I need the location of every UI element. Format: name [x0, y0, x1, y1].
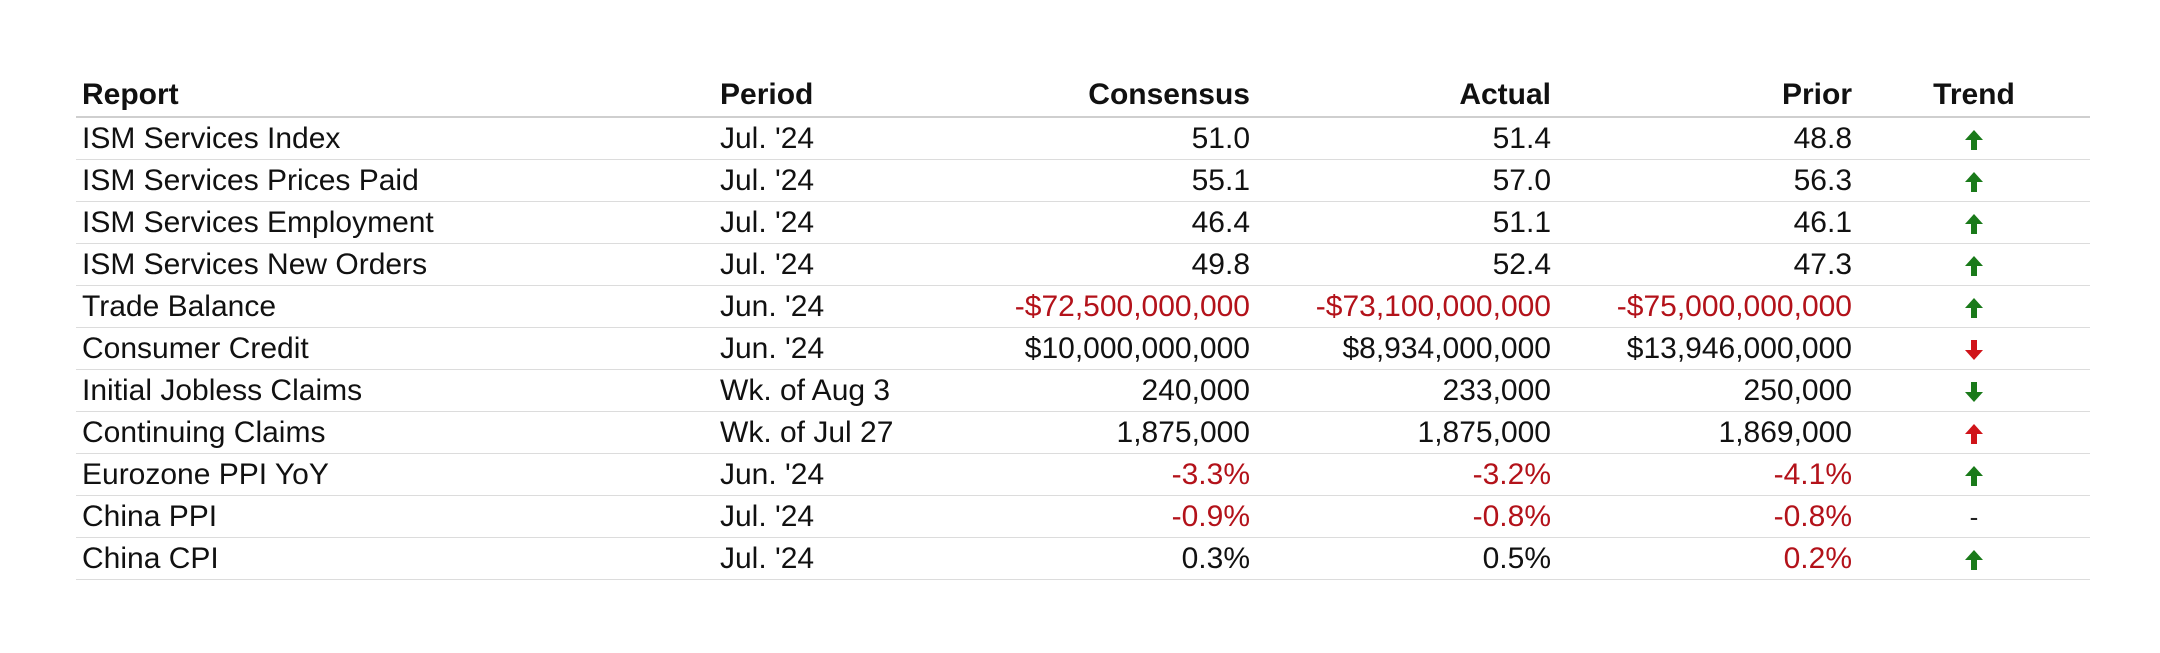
cell-prior: -$75,000,000,000 [1557, 285, 1858, 328]
cell-consensus: 55.1 [950, 159, 1256, 202]
cell-consensus: -3.3% [950, 453, 1256, 496]
table-header-row: Report Period Consensus Actual Prior Tre… [76, 64, 2090, 118]
cell-report: Continuing Claims [76, 411, 714, 454]
table-row: ISM Services Prices Paid Jul. '24 55.1 57.0… [76, 159, 2090, 202]
cell-trend [1858, 369, 2090, 412]
arrow-up-icon [1965, 297, 1983, 318]
cell-prior: 48.8 [1557, 117, 1858, 160]
arrow-up-icon [1965, 549, 1983, 570]
cell-actual: 0.5% [1256, 537, 1557, 580]
column-header-period: Period [714, 64, 950, 118]
column-header-prior: Prior [1557, 64, 1858, 118]
table-row: ISM Services Index Jul. '24 51.0 51.4 48.8 [76, 117, 2090, 160]
cell-actual: -$73,100,000,000 [1256, 285, 1557, 328]
cell-consensus: -$72,500,000,000 [950, 285, 1256, 328]
cell-period: Jul. '24 [714, 495, 950, 538]
cell-trend [1858, 327, 2090, 370]
cell-actual: $8,934,000,000 [1256, 327, 1557, 370]
column-header-actual: Actual [1256, 64, 1557, 118]
cell-prior: 46.1 [1557, 201, 1858, 244]
cell-consensus: 49.8 [950, 243, 1256, 286]
column-header-trend: Trend [1858, 64, 2090, 118]
cell-prior: 1,869,000 [1557, 411, 1858, 454]
arrow-up-icon [1965, 465, 1983, 486]
cell-report: China CPI [76, 537, 714, 580]
cell-prior: 250,000 [1557, 369, 1858, 412]
column-header-report: Report [76, 64, 714, 118]
cell-consensus: -0.9% [950, 495, 1256, 538]
cell-trend [1858, 453, 2090, 496]
cell-report: ISM Services Prices Paid [76, 159, 714, 202]
cell-report: Consumer Credit [76, 327, 714, 370]
cell-actual: 57.0 [1256, 159, 1557, 202]
cell-period: Wk. of Aug 3 [714, 369, 950, 412]
cell-report: Trade Balance [76, 285, 714, 328]
cell-period: Jun. '24 [714, 453, 950, 496]
cell-trend [1858, 159, 2090, 202]
arrow-down-icon [1965, 339, 1983, 360]
table-row: ISM Services New Orders Jul. '24 49.8 52.4 4… [76, 243, 2090, 286]
table-body: ISM Services Index Jul. '24 51.0 51.4 48.8 IS… [76, 117, 2090, 580]
arrow-up-icon [1965, 171, 1983, 192]
cell-prior: 56.3 [1557, 159, 1858, 202]
cell-period: Jul. '24 [714, 159, 950, 202]
arrow-up-icon [1965, 129, 1983, 150]
cell-consensus: $10,000,000,000 [950, 327, 1256, 370]
cell-report: China PPI [76, 495, 714, 538]
arrow-up-icon [1965, 255, 1983, 276]
table-row: China PPI Jul. '24 -0.9% -0.8% -0.8% - [76, 495, 2090, 538]
cell-period: Jul. '24 [714, 117, 950, 160]
cell-period: Jun. '24 [714, 327, 950, 370]
column-header-consensus: Consensus [950, 64, 1256, 118]
table-row: Consumer Credit Jun. '24 $10,000,000,000 $8… [76, 327, 2090, 370]
cell-report: Initial Jobless Claims [76, 369, 714, 412]
cell-trend: - [1858, 495, 2090, 538]
cell-period: Jul. '24 [714, 243, 950, 286]
cell-actual: 52.4 [1256, 243, 1557, 286]
table-row: ISM Services Employment Jul. '24 46.4 51.1 4… [76, 201, 2090, 244]
cell-report: ISM Services Employment [76, 201, 714, 244]
table-row: Trade Balance Jun. '24 -$72,500,000,000 -$7… [76, 285, 2090, 328]
cell-consensus: 1,875,000 [950, 411, 1256, 454]
arrow-up-icon [1965, 423, 1983, 444]
cell-consensus: 51.0 [950, 117, 1256, 160]
cell-trend [1858, 243, 2090, 286]
cell-prior: -0.8% [1557, 495, 1858, 538]
table-row: Continuing Claims Wk. of Jul 27 1,875,000 1… [76, 411, 2090, 454]
cell-period: Wk. of Jul 27 [714, 411, 950, 454]
cell-consensus: 240,000 [950, 369, 1256, 412]
flat-dash-icon: - [1969, 501, 1979, 532]
economic-calendar-table-container: Report Period Consensus Actual Prior Tre… [76, 64, 2090, 580]
cell-actual: -3.2% [1256, 453, 1557, 496]
cell-report: ISM Services Index [76, 117, 714, 160]
cell-actual: 51.1 [1256, 201, 1557, 244]
table-row: Eurozone PPI YoY Jun. '24 -3.3% -3.2% -4.1% [76, 453, 2090, 496]
cell-prior: 47.3 [1557, 243, 1858, 286]
arrow-down-icon [1965, 381, 1983, 402]
cell-report: Eurozone PPI YoY [76, 453, 714, 496]
cell-actual: 1,875,000 [1256, 411, 1557, 454]
cell-report: ISM Services New Orders [76, 243, 714, 286]
cell-trend [1858, 537, 2090, 580]
cell-actual: -0.8% [1256, 495, 1557, 538]
cell-actual: 233,000 [1256, 369, 1557, 412]
cell-prior: 0.2% [1557, 537, 1858, 580]
cell-prior: -4.1% [1557, 453, 1858, 496]
arrow-up-icon [1965, 213, 1983, 234]
table-row: China CPI Jul. '24 0.3% 0.5% 0.2% [76, 537, 2090, 580]
cell-consensus: 46.4 [950, 201, 1256, 244]
cell-period: Jul. '24 [714, 537, 950, 580]
economic-calendar-table: Report Period Consensus Actual Prior Tre… [76, 64, 2090, 580]
cell-trend [1858, 285, 2090, 328]
cell-period: Jul. '24 [714, 201, 950, 244]
cell-trend [1858, 201, 2090, 244]
table-row: Initial Jobless Claims Wk. of Aug 3 240,00… [76, 369, 2090, 412]
cell-prior: $13,946,000,000 [1557, 327, 1858, 370]
cell-trend [1858, 117, 2090, 160]
cell-actual: 51.4 [1256, 117, 1557, 160]
cell-period: Jun. '24 [714, 285, 950, 328]
cell-consensus: 0.3% [950, 537, 1256, 580]
cell-trend [1858, 411, 2090, 454]
